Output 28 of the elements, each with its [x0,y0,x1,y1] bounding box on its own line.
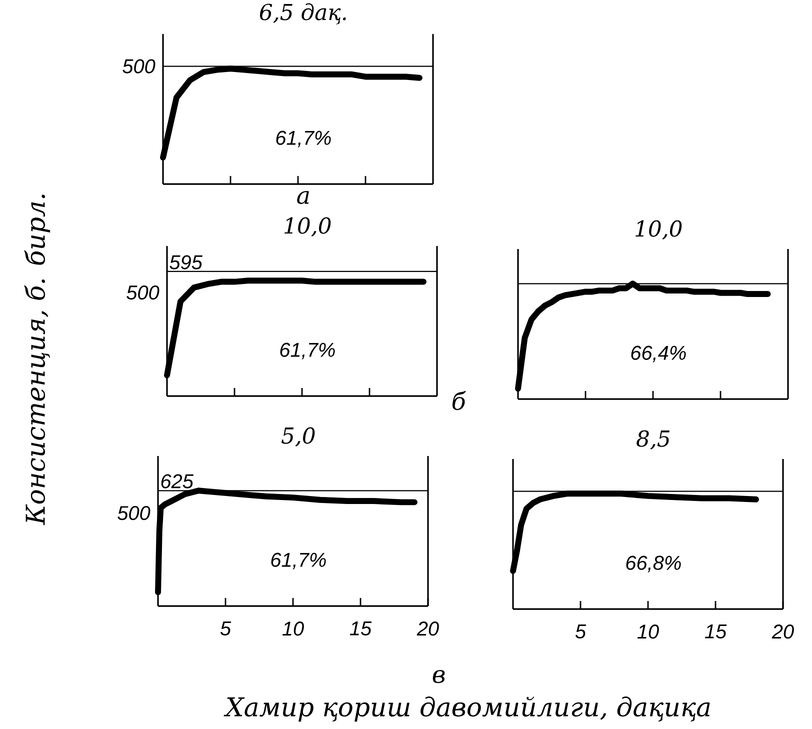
x-tick-label: 20 [772,624,794,639]
text: а [297,190,309,204]
text: 500 [126,285,160,300]
x-tick-label: 15 [350,622,372,636]
text: 595 [170,255,202,270]
x-tick-label: 20 [416,622,439,636]
chart-title: 5,0 [281,427,315,447]
annotation: 66,8% [626,556,681,572]
x-axis-title: Хамир қориш давомийлиги, дақиқа [224,696,710,722]
text: 625 [161,474,194,488]
annotation: 61,7% [276,130,331,148]
x-tick-label: 10 [282,622,304,636]
text: б [452,390,466,410]
text: в [432,670,445,684]
text: 500 [118,506,150,520]
chart-title: 10,0 [284,217,331,237]
x-tick-label: 5 [220,622,232,636]
chart-title: 10,0 [636,220,682,240]
x-tick-label: 10 [637,624,659,639]
annotation: 61,7% [280,342,335,360]
x-tick-label: 15 [704,624,727,638]
annotation: 66,4% [631,346,686,362]
annotation: 61,7% [271,552,326,570]
chart-title: 8,5 [636,430,670,450]
chart-title: 6,5 дақ. [260,3,346,25]
x-tick-label: 5 [575,624,586,638]
y-axis-title: Консистенция, б. бирл. [24,194,50,526]
text: 500 [122,59,156,74]
